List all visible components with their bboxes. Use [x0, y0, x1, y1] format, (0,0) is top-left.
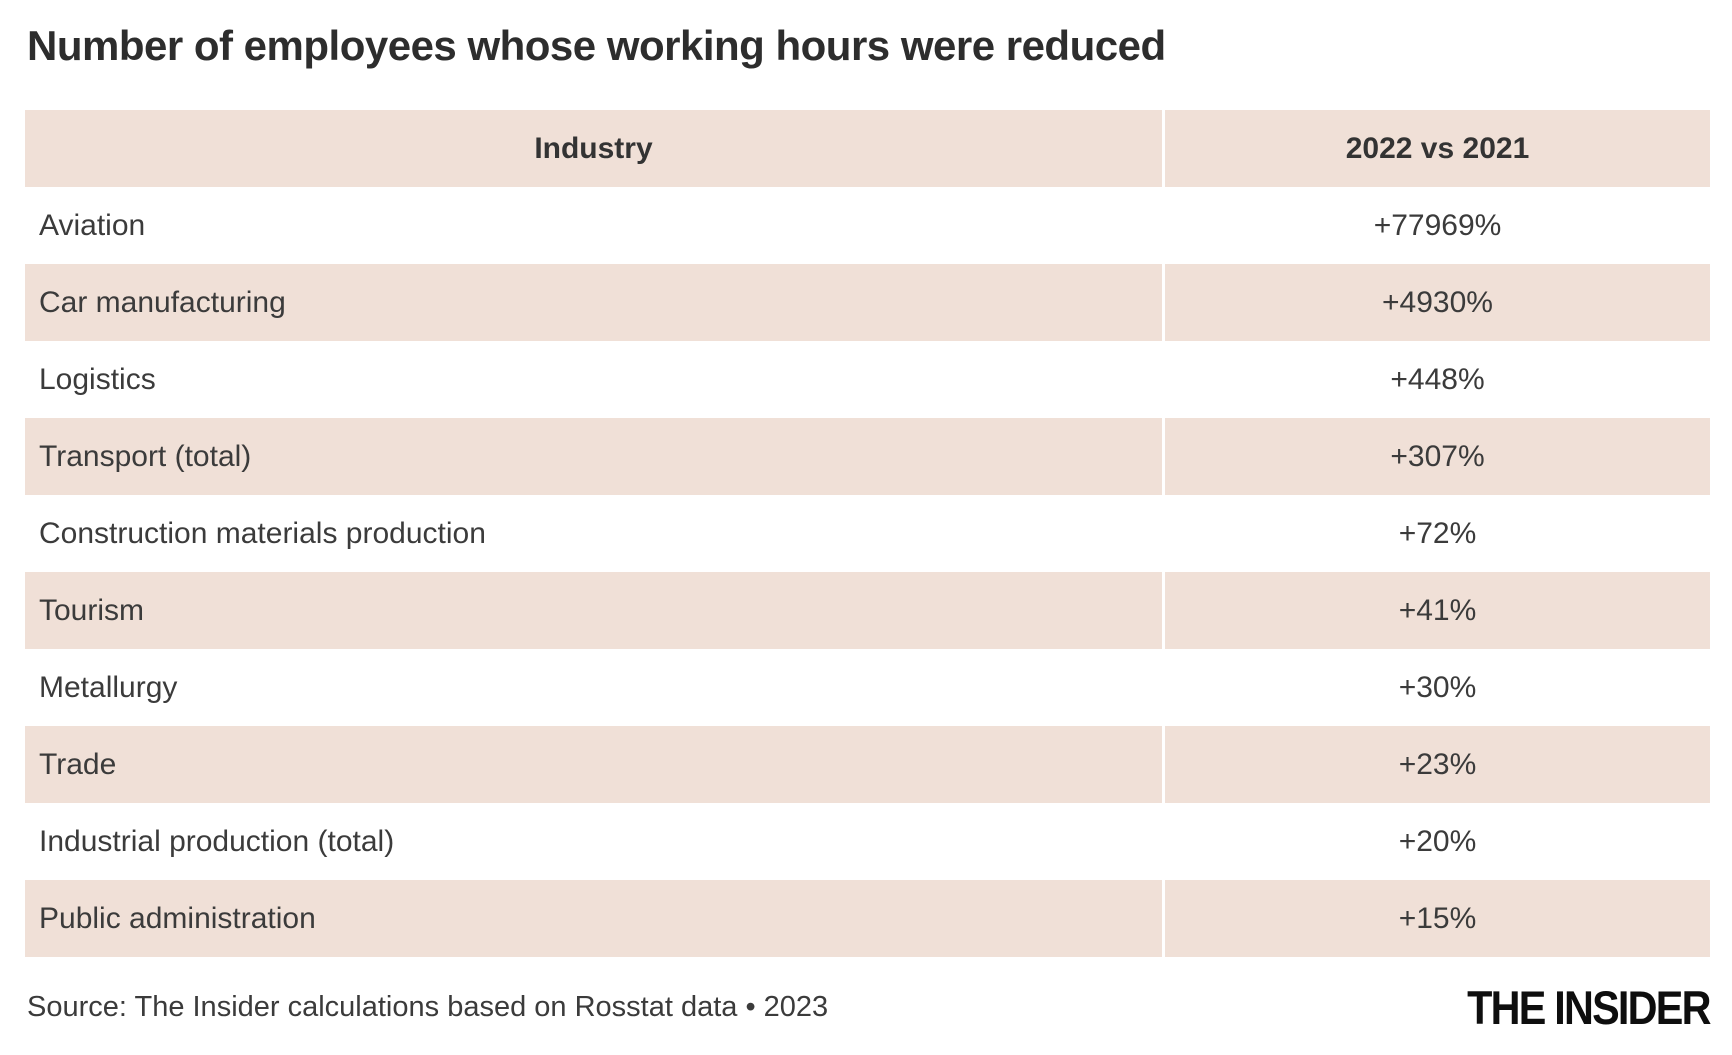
change-cell: +15%	[1165, 880, 1710, 957]
industry-cell: Industrial production (total)	[39, 824, 395, 858]
table-row: Tourism +41%	[25, 572, 1710, 649]
change-cell: +448%	[1390, 362, 1485, 396]
table-row: Car manufacturing +4930%	[25, 264, 1710, 341]
table-row: Construction materials production +72%	[25, 495, 1710, 572]
column-header-industry: Industry	[25, 110, 1162, 187]
industry-cell: Tourism	[25, 572, 1162, 649]
page-title: Number of employees whose working hours …	[27, 22, 1166, 69]
industry-cell: Trade	[25, 726, 1162, 803]
change-cell: +20%	[1398, 824, 1477, 858]
table-row: Transport (total) +307%	[25, 418, 1710, 495]
change-cell: +72%	[1398, 516, 1477, 550]
source-note: Source: The Insider calculations based o…	[27, 990, 829, 1023]
change-cell: +4930%	[1165, 264, 1710, 341]
table-row: Public administration +15%	[25, 880, 1710, 957]
change-cell: +23%	[1165, 726, 1710, 803]
table-row: Industrial production (total) +20%	[25, 803, 1710, 880]
change-cell: +307%	[1165, 418, 1710, 495]
industry-cell: Construction materials production	[39, 516, 486, 550]
table-row: Metallurgy +30%	[25, 649, 1710, 726]
industry-cell: Metallurgy	[39, 670, 178, 704]
table-header-row: Industry 2022 vs 2021	[25, 110, 1710, 187]
industry-cell: Transport (total)	[25, 418, 1162, 495]
industry-cell: Public administration	[25, 880, 1162, 957]
table-row: Aviation +77969%	[25, 187, 1710, 264]
industry-cell: Car manufacturing	[25, 264, 1162, 341]
change-cell: +41%	[1165, 572, 1710, 649]
table-row: Logistics +448%	[25, 341, 1710, 418]
industry-cell: Aviation	[39, 208, 146, 242]
the-insider-logo: THE INSIDER	[1467, 980, 1711, 1034]
footer: Source: The Insider calculations based o…	[27, 975, 1712, 1039]
change-cell: +77969%	[1373, 208, 1502, 242]
column-header-change: 2022 vs 2021	[1165, 110, 1710, 187]
industry-cell: Logistics	[39, 362, 156, 396]
data-table: Industry 2022 vs 2021 Aviation +77969% C…	[25, 110, 1710, 957]
change-cell: +30%	[1398, 670, 1477, 704]
table-row: Trade +23%	[25, 726, 1710, 803]
